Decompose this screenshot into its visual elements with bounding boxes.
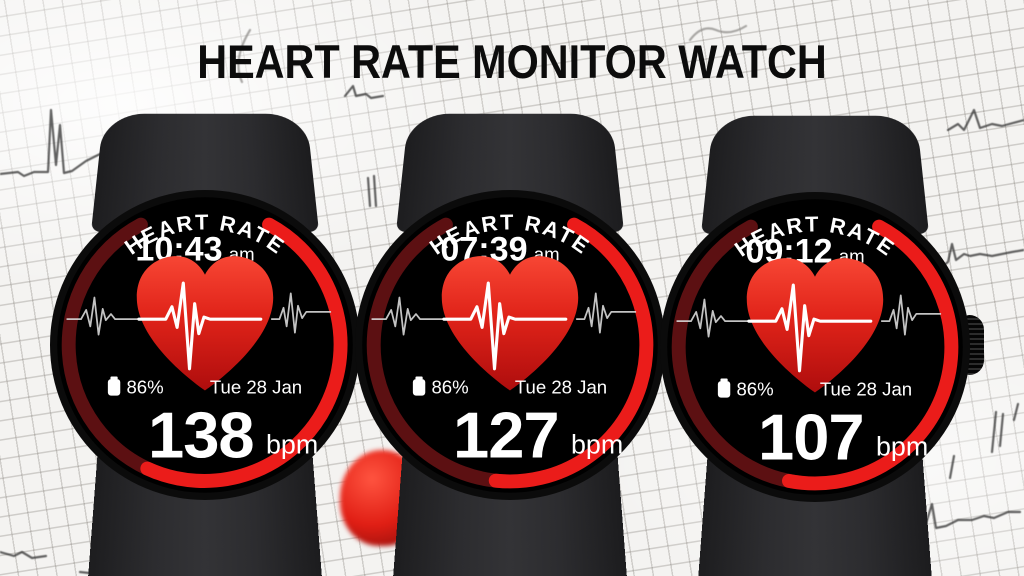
page-title: HEART RATE MONITOR WATCH bbox=[197, 35, 827, 88]
battery-percent: 86% bbox=[431, 377, 468, 398]
ecg-trace-mid-top bbox=[343, 84, 385, 208]
battery-icon bbox=[717, 381, 731, 398]
battery-percent: 86% bbox=[736, 379, 773, 400]
date-label: Tue 28 Jan bbox=[210, 377, 302, 398]
battery-icon bbox=[107, 379, 121, 396]
watch-face: HEART RATE 09:12 am 86% Tue 28 Jan 107 b… bbox=[660, 192, 970, 502]
bpm-value: 138 bbox=[148, 399, 254, 472]
pen-squiggle-title bbox=[237, 24, 748, 84]
ecg-trace-top-left bbox=[0, 108, 116, 178]
bpm-unit: bpm bbox=[571, 430, 623, 460]
ecg-trace-bottom-right bbox=[882, 402, 1022, 538]
battery-icon bbox=[412, 379, 426, 396]
bpm-value: 127 bbox=[453, 399, 559, 472]
date-label: Tue 28 Jan bbox=[820, 379, 912, 400]
watch-face: HEART RATE 10:43 am 86% Tue 28 Jan 138 b… bbox=[50, 190, 360, 500]
bpm-unit: bpm bbox=[266, 430, 318, 460]
bpm-unit: bpm bbox=[876, 432, 928, 462]
date-label: Tue 28 Jan bbox=[515, 377, 607, 398]
ecg-trace-right-mid bbox=[938, 242, 1024, 270]
watch-face: HEART RATE 07:39 am 86% Tue 28 Jan 127 b… bbox=[355, 190, 665, 500]
battery-percent: 86% bbox=[126, 377, 163, 398]
bpm-value: 107 bbox=[758, 401, 864, 474]
smartwatch: HEART RATE 10:43 am 86% Tue 28 Jan 138 b… bbox=[50, 113, 360, 576]
smartwatch: HEART RATE 07:39 am 86% Tue 28 Jan 127 b… bbox=[355, 113, 665, 576]
smartwatch: HEART RATE 09:12 am 86% Tue 28 Jan 107 b… bbox=[660, 115, 984, 576]
ecg-trace-right-top bbox=[946, 108, 1024, 132]
